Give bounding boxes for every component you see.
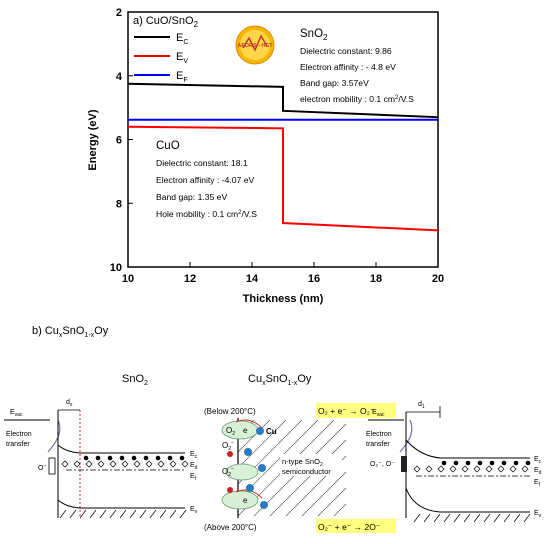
x-tick-label: 10 [122, 273, 134, 285]
electron-transfer-label: transfer [6, 441, 30, 448]
level-label-ed: Ed [534, 467, 542, 476]
donor-levels [61, 460, 189, 468]
x-tick-label: 16 [308, 273, 320, 285]
electron-label: e [243, 496, 248, 505]
cuo-line: Electron affinity : -4.07 eV [156, 175, 255, 185]
sno2-properties: SnO2 Dielectric constant: 9.86 Electron … [300, 28, 414, 104]
cu-particles [244, 427, 268, 509]
y-tick-label: 8 [116, 198, 122, 210]
o2-minus-label: O2− [222, 440, 234, 452]
level-label-ev: Ev [190, 506, 198, 515]
y-tick-label: 2 [116, 7, 122, 19]
sno2-line: Band gap: 3.57eV [300, 78, 369, 88]
cuo-line: Dielectric constant: 18.1 [156, 158, 248, 168]
afors-het-logo: AFORS - HET [235, 25, 275, 65]
cuo-mobility: Hole mobility : 0.1 cm2/V.S [156, 209, 257, 219]
adsorption-ellipse [221, 490, 259, 510]
donor-levels [413, 465, 529, 473]
electron-dots [83, 455, 185, 461]
level-label-ed: Ed [190, 462, 198, 471]
electron-transfer-label: Electron [6, 431, 32, 438]
x-axis-label: Thickness (nm) [243, 293, 324, 305]
panel-b: b) CuxSnO1-xOy SnO2 Evac ds Electron tra… [4, 325, 542, 533]
sno2-line: Dielectric constant: 9.86 [300, 46, 392, 56]
legend: EC EV EF [134, 32, 188, 84]
y-tick-label: 10 [110, 262, 122, 274]
o2-minus-label: O2− [222, 466, 234, 478]
below-200-label: (Below 200°C) [204, 407, 256, 416]
x-tick-label: 14 [246, 273, 259, 285]
valence-hatch [413, 513, 531, 523]
sno2-mobility: electron mobility : 0.1 cm2/V.S [300, 94, 414, 104]
electron-dots [441, 460, 531, 466]
sno2-title: SnO2 [300, 28, 328, 42]
cuxsno-band-diagram: Evac d1 Electron transfer O₂⁻, O⁻ [366, 401, 542, 523]
level-label-ec: Ec [190, 451, 198, 460]
semiconductor-label: semiconductor [282, 467, 331, 476]
tick-layer: 10 12 14 16 18 20 2 4 6 8 10 [110, 7, 444, 285]
above-200-label: (Above 200°C) [204, 523, 257, 532]
evac-label: Evac [372, 409, 385, 418]
transfer-arrow [399, 419, 413, 453]
cuo-title: CuO [156, 140, 180, 152]
sno2-line: Electron affinity : - 4.8 eV [300, 62, 396, 72]
legend-label-ec: EC [176, 32, 188, 46]
o-minus-label: O₂⁻, O⁻ [370, 461, 395, 468]
cuo-line: Band gap: 1.35 eV [156, 192, 227, 202]
o2-label: O2 [226, 426, 235, 437]
evac-label: Evac [10, 409, 23, 418]
level-label-ef: Ef [534, 479, 541, 488]
electron-transfer-label: Electron [366, 431, 392, 438]
panel-a-label: a) CuO/SnO2 [133, 15, 199, 29]
transfer-arrow [47, 419, 61, 453]
series-line-ev [127, 125, 439, 232]
sno2-band-diagram: SnO2 Evac ds Electron transfer O− [4, 373, 198, 519]
adsorption-ellipse [225, 463, 259, 481]
y-tick-label: 6 [116, 135, 122, 147]
y-tick-label: 4 [116, 71, 123, 83]
ds-label: d1 [418, 401, 425, 410]
cuxsno-surface-diagram: CuxSnO1-xOy (Below 200°C) O₂ + e⁻ → O₂⁻ … [204, 373, 396, 533]
logo-text: AFORS - HET [237, 43, 273, 49]
legend-label-ef: EF [176, 70, 188, 84]
level-label-ec: Ec [534, 456, 542, 465]
y-axis-label: Energy (eV) [87, 109, 99, 170]
below-200-equation: O₂ + e⁻ → O₂⁻ [318, 406, 375, 416]
ds-label: ds [66, 399, 73, 408]
x-tick-label: 20 [432, 273, 444, 285]
cuo-properties: CuO Dielectric constant: 18.1 Electron a… [156, 140, 257, 219]
cuxsno-diagram-title: CuxSnO1-xOy [248, 373, 312, 387]
x-tick-label: 18 [370, 273, 382, 285]
semiconductor-label: n-type SnO2 [282, 457, 323, 468]
cu-label: Cu [266, 427, 277, 436]
above-200-equation: O₂⁻ + e⁻ → 2O⁻ [318, 522, 381, 532]
sno2-diagram-title: SnO2 [122, 373, 148, 387]
valence-hatch [59, 509, 187, 519]
x-tick-label: 12 [184, 273, 196, 285]
o-minus-label: O− [38, 463, 46, 472]
series-line-ec [127, 82, 439, 119]
level-label-ef: Ef [190, 473, 197, 482]
level-label-ev: Ev [534, 510, 542, 519]
electron-label: e [243, 426, 248, 435]
electron-transfer-label: transfer [366, 441, 390, 448]
legend-label-ev: EV [176, 51, 188, 65]
panel-a: 10 12 14 16 18 20 2 4 6 8 10 a) CuO/SnO2 Energy (e… [87, 7, 444, 305]
series-layer [127, 82, 439, 232]
panel-b-label: b) CuxSnO1-xOy [32, 325, 109, 339]
